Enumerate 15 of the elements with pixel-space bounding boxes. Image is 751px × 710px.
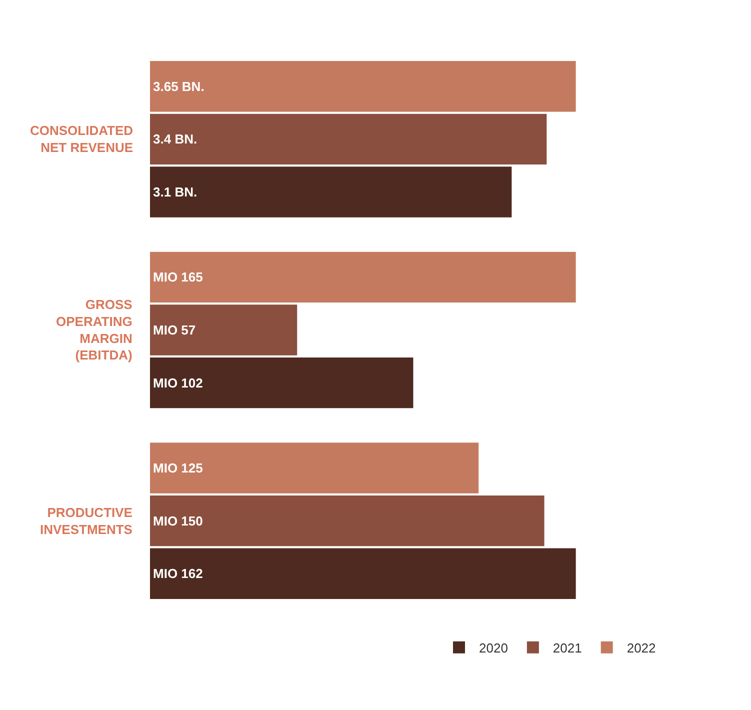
legend-label: 2021	[552, 640, 582, 656]
y-axis-title: CONSOLIDATED NET REVENUE	[30, 123, 134, 155]
data-label: MIO 165	[153, 270, 203, 285]
legend-label: 2022	[626, 640, 656, 656]
data-label: 3.4 BN.	[153, 132, 198, 147]
data-label: MIO 102	[153, 375, 203, 390]
y-axis-title: GROSS OPERATING MARGIN (EBITDA)	[56, 297, 133, 363]
data-label: MIO 150	[153, 513, 203, 528]
data-label: 3.65 BN.	[153, 78, 204, 94]
data-label: MIO 162	[153, 566, 203, 582]
legend-label: 2020	[479, 640, 508, 656]
data-label: 3.1 BN.	[153, 184, 198, 200]
data-label: MIO 57	[153, 322, 196, 338]
y-axis-title: PRODUCTIVE INVESTMENTS	[40, 505, 133, 537]
data-label: MIO 125	[153, 460, 203, 476]
